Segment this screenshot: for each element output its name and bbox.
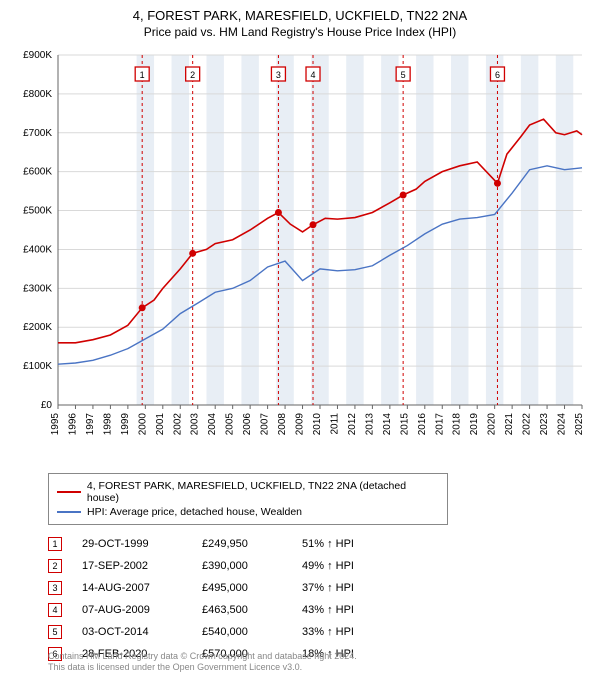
transaction-date: 17-SEP-2002 [82,560,182,572]
svg-text:£900K: £900K [23,50,52,61]
svg-text:2007: 2007 [260,413,271,436]
svg-text:2019: 2019 [469,413,480,436]
svg-text:2021: 2021 [504,413,515,436]
transaction-price: £540,000 [202,626,282,638]
transaction-percent: 37% ↑ HPI [302,582,392,594]
transaction-table: 1 29-OCT-1999 £249,950 51% ↑ HPI 2 17-SEP-200… [48,533,588,665]
footer-text: Contains HM Land Registry data © Crown c… [48,651,357,674]
page-subtitle: Price paid vs. HM Land Registry's House … [12,25,588,39]
transaction-row: 4 07-AUG-2009 £463,500 43% ↑ HPI [48,599,588,621]
transaction-percent: 43% ↑ HPI [302,604,392,616]
svg-text:2017: 2017 [434,413,445,436]
chart-container: 4, FOREST PARK, MARESFIELD, UCKFIELD, TN… [0,0,600,680]
svg-text:1998: 1998 [102,413,113,436]
svg-text:2001: 2001 [155,413,166,436]
svg-text:2010: 2010 [312,413,323,436]
svg-text:2009: 2009 [295,413,306,436]
svg-text:2000: 2000 [137,413,148,436]
svg-text:£100K: £100K [23,361,52,372]
svg-text:2014: 2014 [382,413,393,436]
svg-text:2006: 2006 [242,413,253,436]
transaction-date: 29-OCT-1999 [82,538,182,550]
legend-item: 4, FOREST PARK, MARESFIELD, UCKFIELD, TN… [57,480,439,504]
chart-area: £0 £100K £200K £300K £400K £500K £600K £700K £80… [12,45,588,465]
svg-text:2022: 2022 [522,413,533,436]
svg-text:3: 3 [276,70,281,80]
svg-text:2004: 2004 [207,413,218,436]
legend-box: 4, FOREST PARK, MARESFIELD, UCKFIELD, TN… [48,473,448,525]
price-chart: £0 £100K £200K £300K £400K £500K £600K £700K £80… [12,45,588,465]
svg-text:2020: 2020 [487,413,498,436]
svg-text:2012: 2012 [347,413,358,436]
transaction-row: 5 03-OCT-2014 £540,000 33% ↑ HPI [48,621,588,643]
legend-label: HPI: Average price, detached house, Weal… [87,506,302,518]
transaction-price: £495,000 [202,582,282,594]
svg-text:£800K: £800K [23,89,52,100]
svg-text:£700K: £700K [23,128,52,139]
transaction-row: 1 29-OCT-1999 £249,950 51% ↑ HPI [48,533,588,555]
svg-text:1999: 1999 [120,413,131,436]
svg-text:2025: 2025 [574,413,585,436]
transaction-date: 07-AUG-2009 [82,604,182,616]
page-title: 4, FOREST PARK, MARESFIELD, UCKFIELD, TN… [12,8,588,23]
svg-text:£0: £0 [41,400,53,411]
svg-text:£300K: £300K [23,283,52,294]
svg-text:2003: 2003 [190,413,201,436]
transaction-number-box: 1 [48,537,62,551]
svg-text:2011: 2011 [329,413,340,435]
svg-text:2002: 2002 [172,413,183,436]
svg-text:2023: 2023 [539,413,550,436]
svg-text:2024: 2024 [557,413,568,436]
transaction-price: £390,000 [202,560,282,572]
svg-text:2015: 2015 [399,413,410,436]
footer-line-1: Contains HM Land Registry data © Crown c… [48,651,357,663]
transaction-number-box: 2 [48,559,62,573]
transaction-number-box: 5 [48,625,62,639]
svg-text:2013: 2013 [364,413,375,436]
transaction-percent: 33% ↑ HPI [302,626,392,638]
svg-text:£400K: £400K [23,244,52,255]
legend-swatch [57,491,81,493]
svg-text:£600K: £600K [23,167,52,178]
svg-text:1997: 1997 [85,413,96,436]
svg-text:2018: 2018 [452,413,463,436]
footer-line-2: This data is licensed under the Open Gov… [48,662,357,674]
svg-text:£200K: £200K [23,322,52,333]
transaction-percent: 49% ↑ HPI [302,560,392,572]
svg-text:1996: 1996 [67,413,78,436]
transaction-row: 2 17-SEP-2002 £390,000 49% ↑ HPI [48,555,588,577]
transaction-number-box: 4 [48,603,62,617]
transaction-date: 03-OCT-2014 [82,626,182,638]
transaction-number-box: 3 [48,581,62,595]
svg-text:2005: 2005 [225,413,236,436]
svg-text:4: 4 [311,70,316,80]
svg-text:2008: 2008 [277,413,288,436]
svg-text:2016: 2016 [417,413,428,436]
svg-text:1995: 1995 [50,413,61,436]
legend-label: 4, FOREST PARK, MARESFIELD, UCKFIELD, TN… [87,480,439,504]
transaction-row: 3 14-AUG-2007 £495,000 37% ↑ HPI [48,577,588,599]
legend-item: HPI: Average price, detached house, Weal… [57,506,439,518]
legend-swatch [57,511,81,513]
svg-text:5: 5 [401,70,406,80]
transaction-price: £249,950 [202,538,282,550]
transaction-percent: 51% ↑ HPI [302,538,392,550]
transaction-price: £463,500 [202,604,282,616]
svg-text:6: 6 [495,70,500,80]
svg-text:£500K: £500K [23,206,52,217]
transaction-date: 14-AUG-2007 [82,582,182,594]
svg-text:1: 1 [140,70,145,80]
svg-text:2: 2 [190,70,195,80]
